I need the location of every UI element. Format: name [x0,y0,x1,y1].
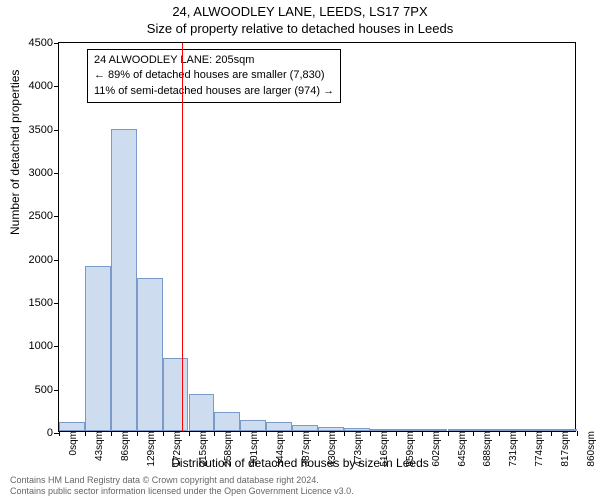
x-axis-label: Distribution of detached houses by size … [0,456,600,470]
x-tick-mark [473,431,474,436]
x-tick-mark [214,431,215,436]
y-tick-mark [54,130,59,131]
histogram-bar [448,429,474,431]
x-tick-mark [292,431,293,436]
histogram-bar [525,429,551,431]
x-tick-mark [344,431,345,436]
histogram-bar [163,358,189,431]
info-box: 24 ALWOODLEY LANE: 205sqm ← 89% of detac… [87,49,341,103]
histogram-bar [370,429,396,431]
y-tick-mark [54,390,59,391]
x-tick-mark [163,431,164,436]
chart-container: 24, ALWOODLEY LANE, LEEDS, LS17 7PX Size… [0,0,600,500]
footer-text: Contains HM Land Registry data © Crown c… [10,475,354,498]
histogram-bar [499,429,525,431]
x-tick-mark [370,431,371,436]
histogram-bar [214,412,240,431]
x-tick-mark [85,431,86,436]
histogram-bar [111,129,137,431]
chart-title-2: Size of property relative to detached ho… [0,21,600,36]
histogram-bar [137,278,163,431]
x-tick-mark [189,431,190,436]
reference-line [182,43,183,431]
histogram-bar [189,394,215,431]
x-tick-mark [499,431,500,436]
footer-line-2: Contains public sector information licen… [10,486,354,498]
x-tick-mark [137,431,138,436]
y-tick-mark [54,86,59,87]
histogram-bar [422,429,448,431]
histogram-bar [85,266,111,431]
histogram-bar [473,429,499,431]
y-tick-mark [54,346,59,347]
x-tick-mark [240,431,241,436]
y-tick-mark [54,216,59,217]
x-tick-mark [448,431,449,436]
histogram-bar [551,429,577,431]
histogram-bar [292,425,318,431]
y-tick-mark [54,173,59,174]
x-tick-label: 0sqm [62,431,79,455]
histogram-bar [396,429,422,431]
x-tick-mark [266,431,267,436]
x-tick-mark [577,431,578,436]
x-tick-mark [318,431,319,436]
x-tick-mark [422,431,423,436]
x-tick-mark [59,431,60,436]
histogram-bar [318,427,344,431]
x-tick-mark [551,431,552,436]
histogram-bar [344,428,370,431]
chart-title-1: 24, ALWOODLEY LANE, LEEDS, LS17 7PX [0,4,600,19]
histogram-bar [266,422,292,431]
info-line-2: ← 89% of detached houses are smaller (7,… [94,68,334,83]
histogram-bar [59,422,85,431]
y-tick-mark [54,303,59,304]
footer-line-1: Contains HM Land Registry data © Crown c… [10,475,354,487]
plot-area: 24 ALWOODLEY LANE: 205sqm ← 89% of detac… [58,42,576,432]
x-tick-mark [111,431,112,436]
y-tick-mark [54,260,59,261]
x-tick-mark [396,431,397,436]
y-tick-mark [54,43,59,44]
info-line-3: 11% of semi-detached houses are larger (… [94,84,334,99]
x-tick-mark [525,431,526,436]
info-line-1: 24 ALWOODLEY LANE: 205sqm [94,53,334,68]
y-axis-label: Number of detached properties [8,70,22,235]
histogram-bar [240,420,266,431]
